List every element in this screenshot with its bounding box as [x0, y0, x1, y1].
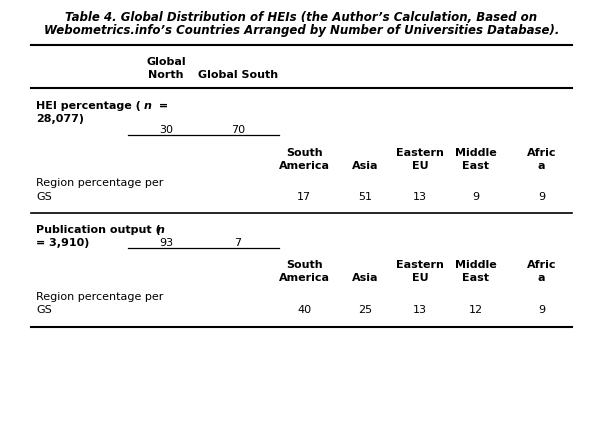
Text: North: North — [148, 70, 184, 81]
Text: 13: 13 — [413, 305, 427, 315]
Text: a: a — [538, 273, 546, 283]
Text: Middle: Middle — [455, 260, 496, 270]
Text: 25: 25 — [358, 305, 372, 315]
Text: 93: 93 — [159, 238, 173, 248]
Text: Global: Global — [147, 57, 186, 67]
Text: 51: 51 — [358, 191, 372, 202]
Text: Webometrics.info’s Countries Arranged by Number of Universities Database).: Webometrics.info’s Countries Arranged by… — [44, 24, 559, 37]
Text: 12: 12 — [469, 305, 482, 315]
Text: Eastern: Eastern — [396, 260, 444, 270]
Text: Eastern: Eastern — [396, 148, 444, 158]
Text: EU: EU — [412, 273, 429, 283]
Text: Afric: Afric — [527, 260, 557, 270]
Text: EU: EU — [412, 161, 429, 171]
Text: n: n — [157, 225, 165, 235]
Text: South: South — [286, 260, 323, 270]
Text: 70: 70 — [231, 125, 245, 135]
Text: 30: 30 — [159, 125, 173, 135]
Text: America: America — [279, 161, 330, 171]
Text: America: America — [279, 273, 330, 283]
Text: Publication output (: Publication output ( — [36, 225, 161, 235]
Text: Global South: Global South — [198, 70, 278, 81]
Text: Region percentage per: Region percentage per — [36, 292, 164, 302]
Text: GS: GS — [36, 305, 52, 315]
Text: HEI percentage (: HEI percentage ( — [36, 101, 141, 110]
Text: Middle: Middle — [455, 148, 496, 158]
Text: n: n — [144, 101, 152, 110]
Text: 9: 9 — [538, 191, 545, 202]
Text: Table 4. Global Distribution of HEIs (the Author’s Calculation, Based on: Table 4. Global Distribution of HEIs (th… — [66, 11, 537, 24]
Text: = 3,910): = 3,910) — [36, 238, 90, 248]
Text: a: a — [538, 161, 546, 171]
Text: GS: GS — [36, 191, 52, 202]
Text: Asia: Asia — [352, 161, 378, 171]
Text: 40: 40 — [297, 305, 311, 315]
Text: Asia: Asia — [352, 273, 378, 283]
Text: 13: 13 — [413, 191, 427, 202]
Text: Region percentage per: Region percentage per — [36, 179, 164, 188]
Text: East: East — [462, 273, 489, 283]
Text: 7: 7 — [235, 238, 242, 248]
Text: 9: 9 — [538, 305, 545, 315]
Text: =: = — [155, 101, 168, 110]
Text: Afric: Afric — [527, 148, 557, 158]
Text: 28,077): 28,077) — [36, 114, 84, 124]
Text: 9: 9 — [472, 191, 479, 202]
Text: South: South — [286, 148, 323, 158]
Text: 17: 17 — [297, 191, 311, 202]
Text: East: East — [462, 161, 489, 171]
